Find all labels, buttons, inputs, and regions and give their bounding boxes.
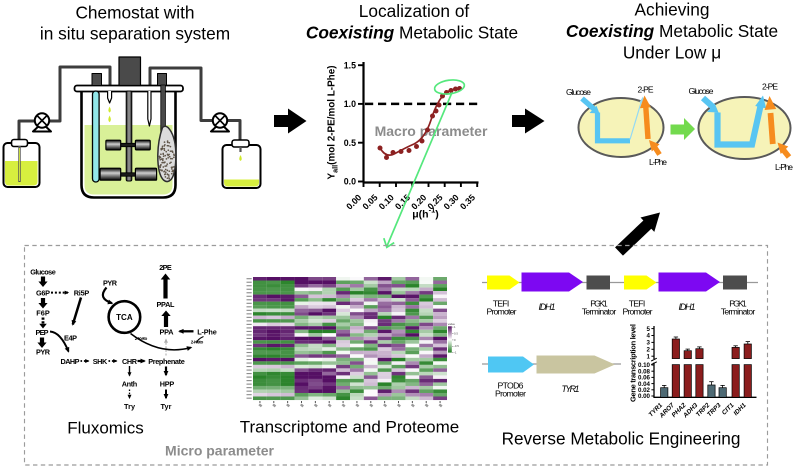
svg-text:PGK1: PGK1 [590,299,608,309]
svg-text:0.10: 0.10 [638,362,651,369]
svg-text:0.00: 0.00 [638,393,651,400]
svg-text:Localization of: Localization of [359,1,470,21]
svg-text:1: 1 [454,325,456,329]
svg-text:PPAL: PPAL [157,300,176,309]
svg-text:PEP: PEP [36,328,49,337]
svg-text:G6P: G6P [36,289,50,298]
svg-text:Promoter: Promoter [623,307,653,317]
svg-text:0.02: 0.02 [638,387,651,394]
svg-text:IDH1: IDH1 [539,302,556,312]
svg-text:Terminator: Terminator [721,307,756,317]
svg-text:0: 0 [454,338,456,342]
svg-text:5: 5 [647,326,651,333]
svg-text:Micro parameter: Micro parameter [165,443,274,459]
svg-text:Coexisting Metabolic State: Coexisting Metabolic State [306,23,518,43]
svg-text:Achieving: Achieving [635,0,710,20]
svg-text:Glucose: Glucose [689,86,714,96]
svg-text:3: 3 [647,340,651,347]
svg-text:HPP: HPP [160,380,175,389]
svg-text:μ(h-1): μ(h-1) [412,206,439,221]
svg-text:Chemostat with: Chemostat with [75,3,194,23]
svg-text:PTOD6: PTOD6 [498,381,524,391]
svg-text:value: value [448,322,456,326]
svg-text:L-Phe: L-Phe [649,157,667,167]
svg-text:IDH1: IDH1 [679,302,696,312]
svg-text:Prephenate: Prephenate [148,357,185,366]
svg-text:0.0: 0.0 [344,177,356,187]
svg-text:0.5: 0.5 [454,331,458,335]
svg-text:0.06: 0.06 [638,375,651,382]
svg-text:in situ separation system: in situ separation system [40,24,230,44]
svg-text:Glucose: Glucose [30,268,56,277]
svg-text:PPA: PPA [160,328,175,337]
svg-text:Terminator: Terminator [582,307,617,317]
svg-text:TCA: TCA [116,313,133,322]
svg-text:Reverse Metabolic Engineering: Reverse Metabolic Engineering [502,429,741,449]
svg-text:F6P: F6P [36,309,50,318]
svg-text:2PE: 2PE [159,263,172,272]
svg-text:L-Phe: L-Phe [775,162,793,172]
svg-text:0.04: 0.04 [638,381,651,388]
svg-text:Glucose: Glucose [566,87,591,97]
svg-text:Ri5P: Ri5P [74,289,90,298]
svg-text:Gene transcription level: Gene transcription level [629,324,638,402]
svg-text:Macro parameter: Macro parameter [375,123,488,139]
svg-text:TEFI: TEFI [629,299,646,309]
svg-text:2-PE: 2-PE [762,82,778,92]
svg-text:PYR: PYR [36,348,51,357]
svg-text:2-Keto: 2-Keto [135,336,148,341]
svg-text:PYR: PYR [103,279,118,288]
svg-text:1.5: 1.5 [344,60,356,70]
svg-text:TEFI: TEFI [493,299,510,309]
svg-text:-1: -1 [454,351,457,355]
svg-text:PGK1: PGK1 [729,299,747,309]
svg-text:1: 1 [647,353,651,360]
svg-text:1.0: 1.0 [344,99,356,109]
svg-text:Promoter: Promoter [495,389,526,399]
svg-text:2: 2 [647,347,651,354]
svg-text:Fluxomics: Fluxomics [67,419,144,438]
svg-text:Try: Try [124,402,136,411]
svg-text:2-PE: 2-PE [638,85,654,95]
svg-text:0.5: 0.5 [344,138,356,148]
svg-text:Transcriptome and Proteome: Transcriptome and Proteome [240,418,460,437]
svg-text:SHK: SHK [93,357,108,366]
svg-text:4: 4 [647,333,651,340]
svg-text:Anth: Anth [122,380,138,389]
svg-text:Under Low μ: Under Low μ [623,43,721,63]
svg-text:DAHP: DAHP [61,357,80,366]
svg-text:TYR1: TYR1 [562,384,580,394]
svg-text:0.08: 0.08 [638,368,651,375]
svg-text:L-Phe: L-Phe [197,328,217,337]
svg-text:Tyr: Tyr [161,402,172,411]
svg-text:Yall(mol 2-PE/mol L-Phe): Yall(mol 2-PE/mol L-Phe) [327,66,340,180]
svg-text:CHR: CHR [122,357,138,366]
svg-text:Coexisting Metabolic State: Coexisting Metabolic State [566,21,778,41]
svg-text:-0.5: -0.5 [454,344,459,348]
svg-text:E4P: E4P [64,334,77,343]
svg-text:Promoter: Promoter [487,307,517,317]
